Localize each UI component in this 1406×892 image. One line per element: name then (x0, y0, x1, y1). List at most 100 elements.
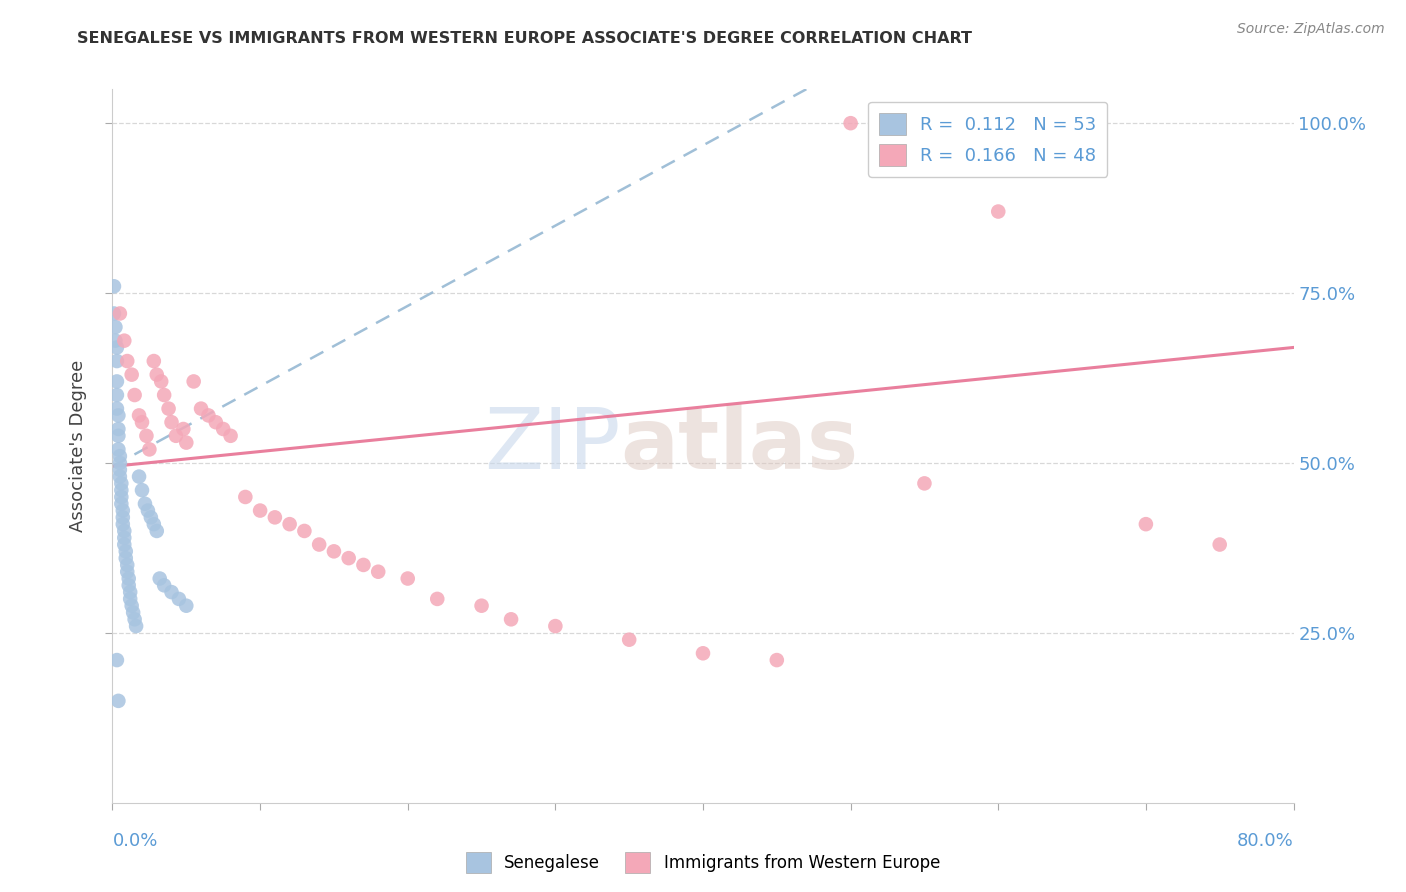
Point (107, 429, 129, 443)
Point (172, 422, 194, 436)
Point (142, 517, 165, 532)
Point (104, 334, 127, 348)
Y-axis label: Associate's Degree: Associate's Degree (69, 359, 87, 533)
Point (131, 483, 153, 498)
Point (121, 368, 143, 382)
Point (190, 401, 212, 416)
Point (110, 490, 132, 504)
Text: SENEGALESE VS IMMIGRANTS FROM WESTERN EUROPE ASSOCIATE'S DEGREE CORRELATION CHAR: SENEGALESE VS IMMIGRANTS FROM WESTERN EU… (77, 31, 973, 46)
Point (107, 694, 129, 708)
Text: Source: ZipAtlas.com: Source: ZipAtlas.com (1237, 22, 1385, 37)
Point (108, 456, 131, 470)
Point (135, 429, 157, 443)
Point (197, 409, 219, 423)
Point (1135, 517, 1157, 532)
Point (396, 572, 419, 586)
Point (146, 524, 169, 538)
Point (337, 551, 360, 566)
Point (112, 334, 135, 348)
Point (619, 632, 641, 647)
Point (124, 388, 146, 402)
Point (104, 320, 127, 334)
Point (138, 442, 160, 457)
Point (470, 599, 494, 613)
Point (112, 524, 135, 538)
Point (323, 544, 346, 558)
Point (264, 510, 287, 524)
Point (157, 401, 180, 416)
Point (111, 510, 134, 524)
Point (219, 429, 242, 443)
Point (142, 354, 165, 368)
Point (111, 503, 134, 517)
Point (110, 497, 132, 511)
Point (105, 388, 128, 402)
Point (122, 606, 145, 620)
Point (136, 503, 159, 517)
Text: atlas: atlas (620, 404, 859, 488)
Point (117, 354, 138, 368)
Point (153, 388, 176, 402)
Point (308, 537, 330, 551)
Point (117, 565, 138, 579)
Point (160, 585, 183, 599)
Point (121, 599, 143, 613)
Point (103, 306, 125, 320)
Point (183, 375, 205, 389)
Point (839, 116, 862, 130)
Point (174, 599, 197, 613)
Point (292, 524, 315, 538)
Point (120, 591, 142, 606)
Point (278, 517, 301, 532)
Point (1208, 537, 1232, 551)
Point (914, 476, 936, 491)
Point (352, 558, 374, 572)
Point (426, 591, 449, 606)
Point (149, 572, 172, 586)
Point (914, 123, 936, 137)
Point (114, 544, 136, 558)
Point (108, 449, 131, 463)
Point (103, 279, 125, 293)
Point (987, 204, 1010, 219)
Point (114, 551, 136, 566)
Point (124, 612, 146, 626)
Point (105, 354, 128, 368)
Point (212, 422, 235, 436)
Text: 80.0%: 80.0% (1237, 831, 1294, 849)
Point (692, 646, 714, 660)
Point (544, 619, 567, 633)
Point (233, 490, 256, 504)
Point (153, 578, 176, 592)
Point (766, 653, 789, 667)
Point (205, 415, 228, 429)
Point (105, 375, 128, 389)
Text: 0.0%: 0.0% (112, 831, 157, 849)
Point (167, 591, 190, 606)
Point (128, 469, 150, 483)
Point (131, 415, 153, 429)
Point (105, 401, 128, 416)
Point (107, 422, 129, 436)
Point (150, 375, 173, 389)
Point (139, 510, 162, 524)
Point (108, 306, 131, 320)
Point (105, 653, 128, 667)
Point (112, 537, 135, 551)
Point (174, 435, 197, 450)
Point (107, 442, 129, 457)
Legend: Senegalese, Immigrants from Western Europe: Senegalese, Immigrants from Western Euro… (460, 846, 946, 880)
Point (125, 619, 148, 633)
Point (110, 483, 132, 498)
Legend: R =  0.112   N = 53, R =  0.166   N = 48: R = 0.112 N = 53, R = 0.166 N = 48 (868, 102, 1108, 177)
Point (108, 469, 131, 483)
Point (108, 463, 131, 477)
Point (134, 497, 156, 511)
Point (118, 572, 141, 586)
Point (367, 565, 389, 579)
Point (107, 409, 129, 423)
Point (117, 558, 138, 572)
Point (128, 409, 150, 423)
Point (146, 368, 169, 382)
Point (249, 503, 271, 517)
